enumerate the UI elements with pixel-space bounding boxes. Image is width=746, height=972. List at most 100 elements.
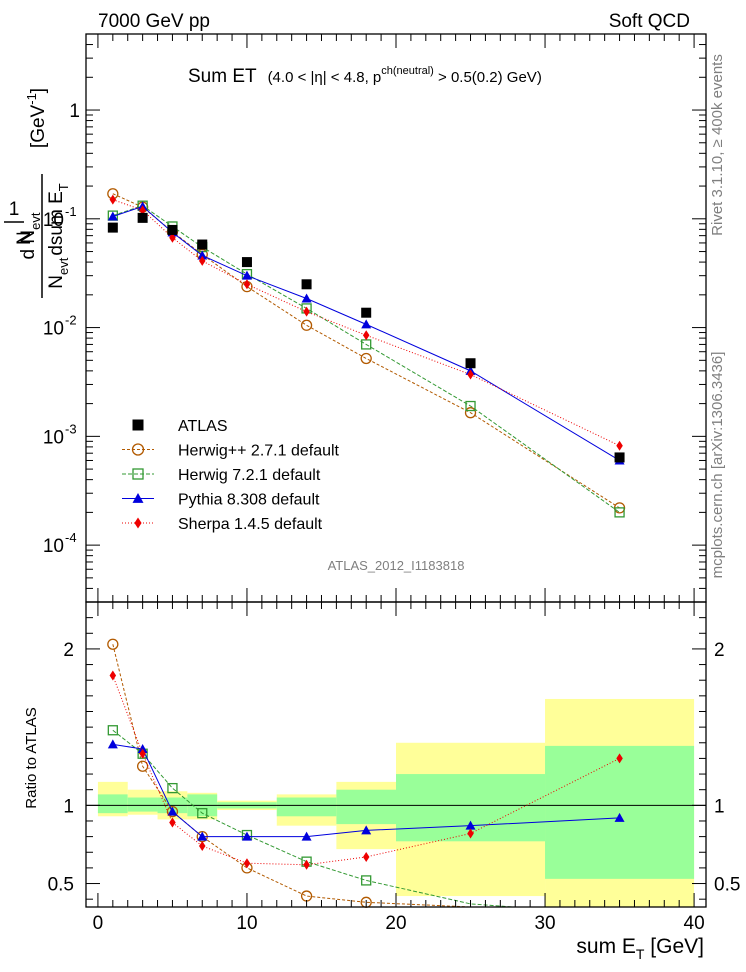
title-condition: (4.0 < |η| < 4.8, p	[268, 69, 382, 86]
series-line-ratio	[112, 675, 620, 866]
series-line-ratio	[112, 644, 471, 908]
band-inner	[276, 797, 337, 817]
ylabel-evt-sub: evt	[28, 212, 43, 230]
band-inner	[97, 794, 128, 814]
band-inner	[545, 745, 695, 879]
mc-point	[169, 232, 176, 243]
mc-point	[107, 638, 119, 650]
mc-point	[243, 279, 251, 290]
y-tick-label-main: 1	[69, 101, 80, 122]
y-tick-label-ratio: 1	[63, 796, 74, 817]
mc-point	[301, 293, 312, 303]
legend-item: Pythia 8.308 default	[122, 492, 320, 509]
mc-point	[169, 817, 176, 828]
mc-point	[132, 493, 144, 503]
y-axis-label-rotated: d Nevt Nevtdsum ET [GeV-1]	[18, 88, 71, 298]
band-inner	[336, 789, 396, 825]
mc-point	[197, 808, 208, 819]
mc-point	[361, 319, 372, 329]
series-ratio-2	[107, 739, 625, 841]
series-line-main	[112, 193, 620, 509]
beam-label: 7000 GeV pp	[98, 11, 210, 32]
mc-point	[614, 812, 625, 822]
legend-label: Herwig 7.2.1 default	[178, 467, 321, 484]
mc-point	[241, 831, 252, 841]
xlabel-main: sum E	[576, 935, 636, 958]
mc-point	[197, 831, 208, 841]
y-tick-label-ratio-right: 0.5	[714, 875, 740, 896]
y-tick-label-ratio: 2	[63, 640, 74, 661]
mc-point	[361, 875, 372, 886]
ylabel-one: 1	[9, 199, 20, 220]
mc-point	[167, 806, 178, 816]
data-point	[301, 279, 312, 290]
svg-text:[GeV-1]: [GeV-1]	[24, 88, 49, 148]
data-point	[614, 452, 625, 463]
svg-text:d Nevt: d Nevt	[18, 212, 43, 259]
series-3	[109, 194, 623, 451]
y-axis-label-main: 1 N	[4, 199, 35, 245]
mc-point	[467, 369, 474, 380]
series-line-main	[112, 199, 620, 447]
ylabel-T-sub: T	[56, 183, 71, 191]
mc-point	[199, 841, 206, 851]
mc-point	[465, 820, 476, 830]
y-tick-label-main: 10	[43, 210, 64, 231]
mc-point	[131, 443, 145, 456]
mc-point	[303, 306, 310, 317]
x-tick-label: 0	[93, 913, 104, 934]
mc-point	[136, 760, 149, 772]
mc-point	[109, 670, 117, 681]
mc-point	[197, 250, 208, 260]
y-tick-label-exp: -2	[65, 313, 77, 328]
y-tick-label-main: 10	[43, 427, 64, 448]
legend-label: ATLAS	[178, 418, 228, 435]
title-condition-end: > 0.5(0.2) GeV)	[434, 69, 542, 86]
ylabel-unit: [GeV	[28, 104, 49, 148]
rivet-label: Rivet 3.1.10, ≥ 400k events	[709, 54, 726, 236]
ylabel-dN: d N	[18, 230, 39, 260]
ylabel-evt-sub2: evt	[56, 257, 71, 275]
mc-point	[300, 319, 313, 331]
x-axis-label: sum ET [GeV]	[576, 935, 704, 962]
band-inner	[127, 797, 158, 812]
mc-point	[241, 270, 252, 280]
ylabel-N: N	[14, 231, 35, 245]
mc-point	[107, 211, 118, 221]
x-tick-label: 40	[684, 913, 705, 934]
data-point	[241, 257, 252, 268]
mc-point	[301, 831, 312, 841]
series-ratio-3	[109, 670, 623, 870]
y-tick-label-ratio: 0.5	[48, 875, 74, 896]
mc-point	[467, 828, 474, 839]
xlabel-unit: [GeV]	[644, 935, 704, 958]
mc-point	[616, 753, 623, 764]
legend-label: Sherpa 1.4.5 default	[178, 516, 323, 533]
x-tick-label: 30	[534, 913, 555, 934]
data-point	[197, 239, 208, 250]
mc-point	[614, 507, 625, 518]
mc-point	[139, 748, 146, 759]
y-tick-label-ratio-right: 1	[714, 796, 725, 817]
data-point	[465, 358, 476, 369]
title-main: Sum ET	[188, 66, 257, 87]
series-0	[107, 188, 626, 514]
mc-point	[107, 739, 118, 749]
ylabel-unit-sup: -1	[24, 93, 39, 105]
ylabel-dsum: dsum E	[46, 191, 67, 255]
data-point	[361, 307, 372, 318]
series-layer	[107, 188, 626, 908]
data-series	[107, 212, 625, 463]
mc-point	[361, 825, 372, 835]
ratio-uncertainty-bands	[97, 698, 695, 907]
y-tick-label-exp: -4	[65, 530, 77, 545]
x-tick-label: 20	[385, 913, 406, 934]
mc-point	[109, 194, 117, 205]
title-superscript: ch(neutral)	[381, 65, 434, 77]
y-tick-label-ratio-right: 2	[714, 640, 725, 661]
legend-label: Pythia 8.308 default	[178, 492, 320, 509]
data-point	[167, 224, 178, 235]
mc-point	[243, 858, 251, 869]
mc-point	[362, 851, 370, 862]
